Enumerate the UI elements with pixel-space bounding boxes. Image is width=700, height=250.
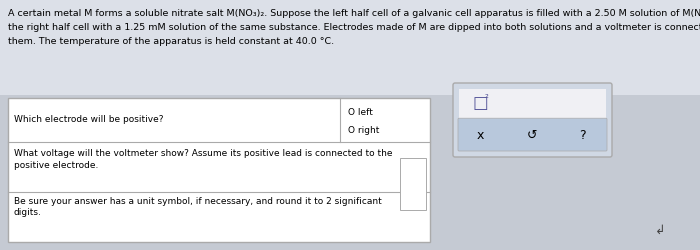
Text: □: □	[473, 94, 489, 111]
FancyBboxPatch shape	[453, 84, 612, 157]
Text: ↲: ↲	[654, 223, 665, 236]
FancyBboxPatch shape	[458, 119, 607, 152]
Text: ²: ²	[485, 93, 489, 103]
Text: Which electrode will be positive?: Which electrode will be positive?	[14, 114, 164, 123]
Text: digits.: digits.	[14, 207, 42, 216]
FancyBboxPatch shape	[459, 90, 606, 119]
Text: O right: O right	[348, 126, 379, 135]
Text: x: x	[476, 128, 484, 141]
Text: them. The temperature of the apparatus is held constant at 40.0 °C.: them. The temperature of the apparatus i…	[8, 37, 334, 46]
Text: O left: O left	[348, 107, 373, 116]
Text: A certain metal M forms a soluble nitrate salt M(NO₃)₂. Suppose the left half ce: A certain metal M forms a soluble nitrat…	[8, 9, 700, 18]
FancyBboxPatch shape	[0, 0, 700, 96]
Text: ↺: ↺	[527, 128, 538, 141]
Text: positive electrode.: positive electrode.	[14, 160, 99, 169]
Text: the right half cell with a 1.25 mM solution of the same substance. Electrodes ma: the right half cell with a 1.25 mM solut…	[8, 23, 700, 32]
Text: Be sure your answer has a unit symbol, if necessary, and round it to 2 significa: Be sure your answer has a unit symbol, i…	[14, 196, 382, 205]
Text: ?: ?	[579, 128, 585, 141]
FancyBboxPatch shape	[8, 98, 430, 242]
Text: What voltage will the voltmeter show? Assume its positive lead is connected to t: What voltage will the voltmeter show? As…	[14, 148, 393, 157]
FancyBboxPatch shape	[400, 158, 426, 210]
